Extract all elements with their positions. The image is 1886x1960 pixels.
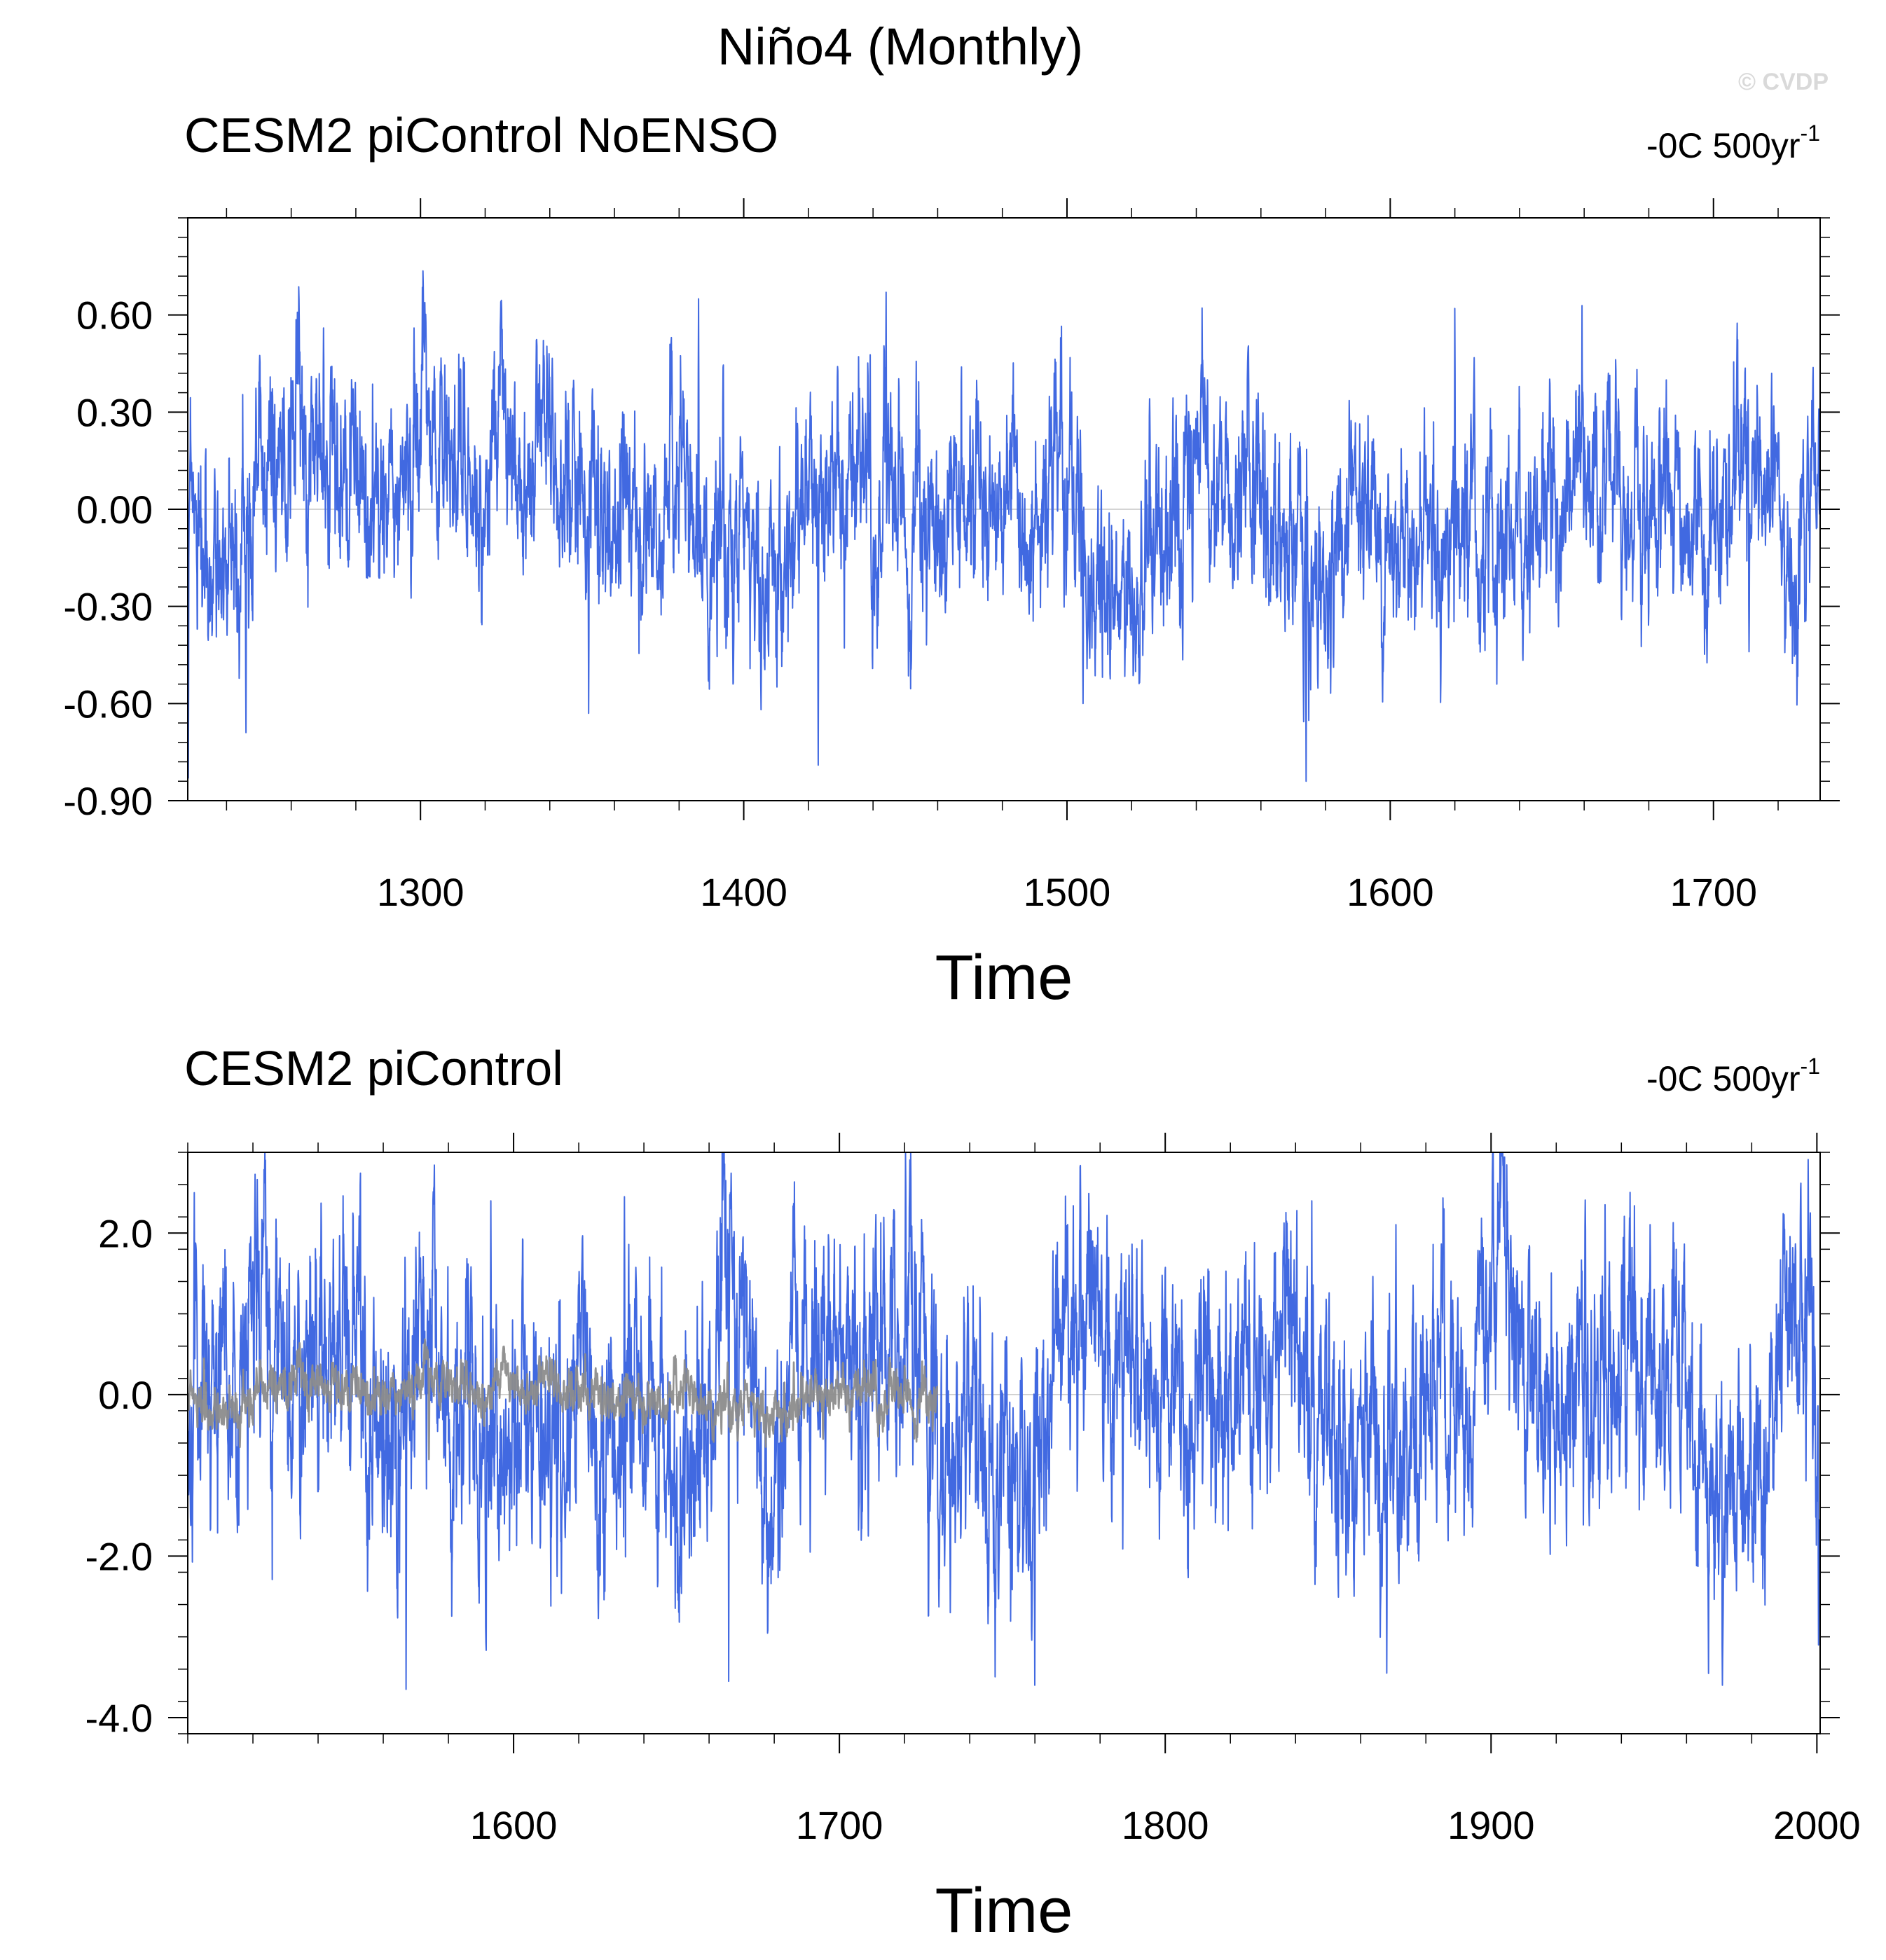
panel-noenso-series bbox=[187, 270, 1821, 782]
y-tick-label: 0.60 bbox=[76, 294, 153, 338]
series-line-main bbox=[187, 270, 1821, 782]
x-tick-label-1500: 1500 bbox=[1024, 870, 1111, 914]
panel-noenso-title: CESM2 piControl NoENSO bbox=[184, 108, 778, 163]
y-tick-label: 0.30 bbox=[76, 390, 153, 434]
figure-title: Niño4 (Monthly) bbox=[717, 18, 1083, 76]
panel-picontrol-ticks bbox=[168, 1133, 1840, 1753]
x-tick-label-1400: 1400 bbox=[700, 870, 787, 914]
y-tick-label: 2.0 bbox=[98, 1211, 153, 1255]
panel-noenso-ticks bbox=[168, 198, 1840, 820]
panel-picontrol-series bbox=[186, 1152, 1821, 1690]
y-tick-label: -2.0 bbox=[85, 1534, 153, 1578]
x-tick-label-1700: 1700 bbox=[796, 1803, 883, 1847]
x-tick-label-1300: 1300 bbox=[377, 870, 464, 914]
y-tick-label: 0.00 bbox=[76, 488, 153, 532]
panel-picontrol: CESM2 piControl -0C 500yr-1 1600 1700 1800… bbox=[85, 1041, 1861, 1946]
series-line-overlay bbox=[186, 1338, 938, 1461]
panel-picontrol-frame bbox=[187, 1152, 1821, 1734]
y-tick-label: -0.90 bbox=[63, 779, 153, 823]
y-tick-label: -4.0 bbox=[85, 1696, 153, 1740]
x-tick-label-1600: 1600 bbox=[470, 1803, 558, 1847]
panel-noenso-frame bbox=[187, 217, 1821, 801]
panel-noenso-trend: -0C 500yr-1 bbox=[1646, 120, 1820, 165]
x-tick-label-1700: 1700 bbox=[1670, 870, 1757, 914]
panel-picontrol-title: CESM2 piControl bbox=[184, 1041, 563, 1096]
panel-picontrol-trend: -0C 500yr-1 bbox=[1646, 1054, 1820, 1098]
y-tick-label: -0.30 bbox=[63, 585, 153, 629]
panel-picontrol-tick-labels: 1600 1700 1800 1900 2000 -4.0 -2.0 0.0 2.0 bbox=[85, 1211, 1861, 1847]
x-tick-label-1900: 1900 bbox=[1447, 1803, 1535, 1847]
cvdp-watermark: © CVDP bbox=[1738, 69, 1829, 95]
x-tick-label-1800: 1800 bbox=[1122, 1803, 1209, 1847]
series-line-main bbox=[187, 1152, 1821, 1690]
x-tick-label-1600: 1600 bbox=[1347, 870, 1434, 914]
y-tick-label: -0.60 bbox=[63, 682, 153, 726]
panel-noenso-xlabel: Time bbox=[935, 943, 1073, 1013]
y-tick-label: 0.0 bbox=[98, 1373, 153, 1417]
panel-noenso-tick-labels: 1300 1400 1500 1600 1700 -0.90 -0.60 -0.30 0.00 0… bbox=[63, 294, 1757, 914]
panel-noenso: CESM2 piControl NoENSO -0C 500yr-1 1300 1… bbox=[63, 108, 1840, 1013]
panel-picontrol-xlabel: Time bbox=[935, 1876, 1073, 1946]
x-tick-label-2000: 2000 bbox=[1773, 1803, 1861, 1847]
